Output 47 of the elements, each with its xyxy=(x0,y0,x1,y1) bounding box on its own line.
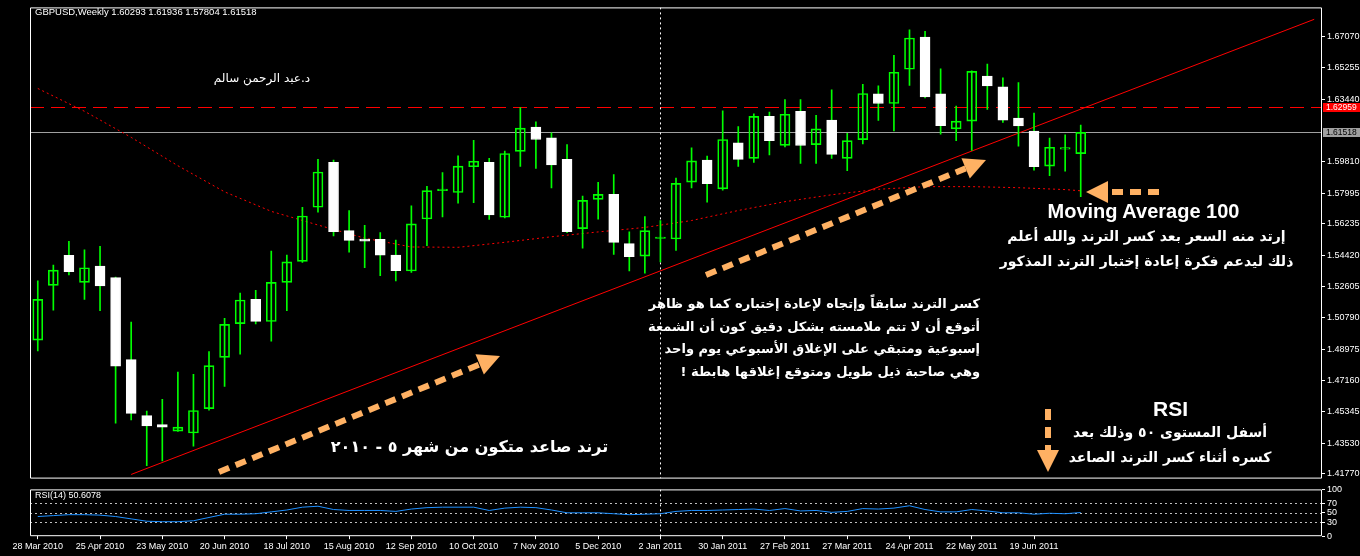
x-tick-label: 25 Apr 2010 xyxy=(75,541,125,552)
annotation: كسر الترند سابقاً وإتجاه لإعادة إختباره كما هو ظاهر أتوقع أن لا تتم ملامسته بشكل دقيق كون أن الشمعة إسبوعية ومتبقي على الإغلاق الأسبوعي يوم واحد وهي صاحبة ذيل طويل ومتوقع إغلاقها هابطة ! xyxy=(647,293,980,381)
annotation: إرتد منه السعر بعد كسر الترند والله أعلم ذلك ليدعم فكرة إعادة إختبار الترند المذكور xyxy=(999,226,1294,272)
x-tick-label: 22 May 2011 xyxy=(946,541,998,552)
y-tick-label: 1.63440 xyxy=(1327,93,1360,104)
annotation: Moving Average 100 xyxy=(1047,199,1240,223)
y-tick-label: 1.45345 xyxy=(1327,406,1360,417)
y-tick-label: 1.50790 xyxy=(1327,312,1360,323)
annotation: د.عبد الرحمن سالم xyxy=(213,70,311,86)
y-tick-label: 70 xyxy=(1327,497,1338,508)
y-tick-label: 100 xyxy=(1327,483,1343,494)
y-tick-label: 1.43530 xyxy=(1327,437,1360,448)
x-tick-label: 5 Dec 2010 xyxy=(575,541,622,552)
x-tick-label: 10 Oct 2010 xyxy=(449,541,499,552)
x-tick-label: 27 Feb 2011 xyxy=(760,541,810,552)
chart-title: RSI(14) 50.6078 xyxy=(35,490,102,501)
chart-title: GBPUSD,Weekly 1.60293 1.61936 1.57804 1.61518 xyxy=(35,6,257,18)
y-tick-label: 50 xyxy=(1327,507,1338,518)
x-tick-label: 15 Aug 2010 xyxy=(323,541,375,552)
x-tick-label: 24 Apr 2011 xyxy=(885,541,934,552)
y-tick-label: 1.59810 xyxy=(1327,156,1360,167)
x-tick-label: 19 Jun 2011 xyxy=(1009,541,1059,552)
ref-line-label: 1.61518 xyxy=(1326,126,1357,137)
y-tick-label: 30 xyxy=(1327,516,1338,527)
y-tick-label: 0 xyxy=(1327,530,1333,541)
x-tick-label: 30 Jan 2011 xyxy=(698,541,748,552)
y-tick-label: 1.56235 xyxy=(1327,218,1360,229)
x-tick-label: 2 Jan 2011 xyxy=(638,541,683,552)
x-tick-label: 12 Sep 2010 xyxy=(385,541,437,552)
y-tick-label: 1.48975 xyxy=(1327,343,1360,354)
y-tick-label: 1.47160 xyxy=(1327,375,1360,386)
y-tick-label: 1.67070 xyxy=(1327,30,1360,41)
x-tick-label: 18 Jul 2010 xyxy=(263,541,311,552)
y-tick-label: 1.52605 xyxy=(1327,280,1360,291)
y-tick-label: 1.57995 xyxy=(1327,187,1360,198)
y-tick-label: 1.41770 xyxy=(1327,468,1360,479)
x-tick-label: 23 May 2010 xyxy=(136,541,189,552)
y-tick-label: 1.54420 xyxy=(1327,249,1360,260)
x-tick-label: 27 Mar 2011 xyxy=(822,541,873,552)
ref-line-label: 1.62959 xyxy=(1326,101,1357,112)
x-tick-label: 28 Mar 2010 xyxy=(12,541,64,552)
x-tick-label: 7 Nov 2010 xyxy=(512,541,559,552)
y-tick-label: 1.65255 xyxy=(1327,62,1360,73)
annotation: ترند صاعد متكون من شهر ٥ - ٢٠١٠ xyxy=(330,436,609,457)
annotation: RSI xyxy=(1152,397,1189,421)
x-tick-label: 20 Jun 2010 xyxy=(199,541,250,552)
annotation: أسفل المستوى ٥٠ وذلك بعد كسره أثناء كسر الترند الصاعد xyxy=(1068,422,1272,468)
